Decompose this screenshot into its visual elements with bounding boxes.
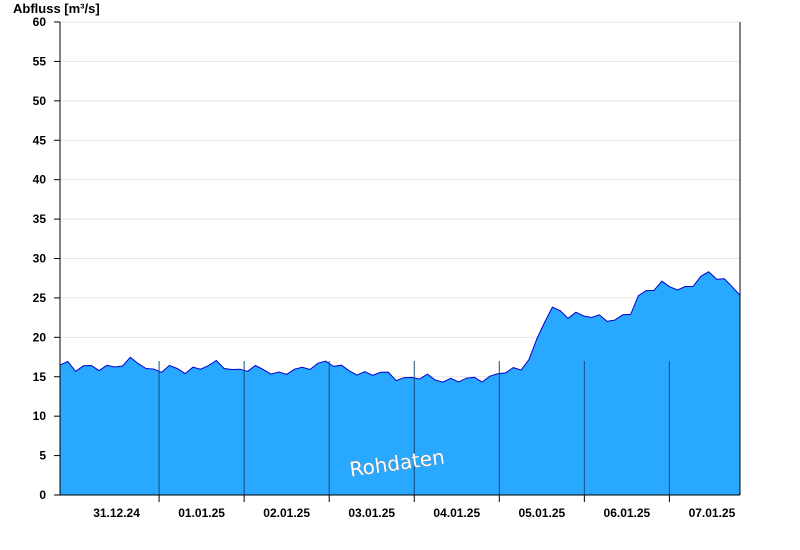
y-tick-label: 50 [33,94,47,108]
discharge-line [59,271,741,383]
y-tick-label: 55 [33,54,47,68]
y-tick-labels: 0 5 10 15 20 25 30 35 40 45 50 55 60 [33,15,47,502]
x-tick-label: 01.01.25 [178,506,225,520]
axes [54,21,741,502]
y-tick-label: 60 [33,15,47,29]
y-tick-label: 40 [33,173,47,187]
y-tick-label: 0 [39,488,46,502]
y-tick-label: 10 [33,409,47,423]
y-tick-label: 20 [33,330,47,344]
x-tick-label: 03.01.25 [348,506,395,520]
y-axis-label: Abfluss [m³/s] [13,1,100,16]
discharge-area [60,271,740,495]
y-tick-label: 15 [33,370,47,384]
x-tick-labels: 31.12.24 01.01.25 02.01.25 03.01.25 04.01.25… [93,506,735,520]
x-tick-label: 05.01.25 [518,506,565,520]
x-tick-label: 04.01.25 [433,506,480,520]
day-separator-lines [158,360,670,495]
y-tick-label: 25 [33,291,47,305]
y-tick-label: 30 [33,252,47,266]
x-tick-label: 31.12.24 [93,506,140,520]
x-tick-label: 06.01.25 [604,506,651,520]
y-tick-label: 5 [39,449,46,463]
x-tick-label: 02.01.25 [263,506,310,520]
x-tick-label: 07.01.25 [689,506,736,520]
y-tick-label: 35 [33,212,47,226]
y-tick-label: 45 [33,133,47,147]
